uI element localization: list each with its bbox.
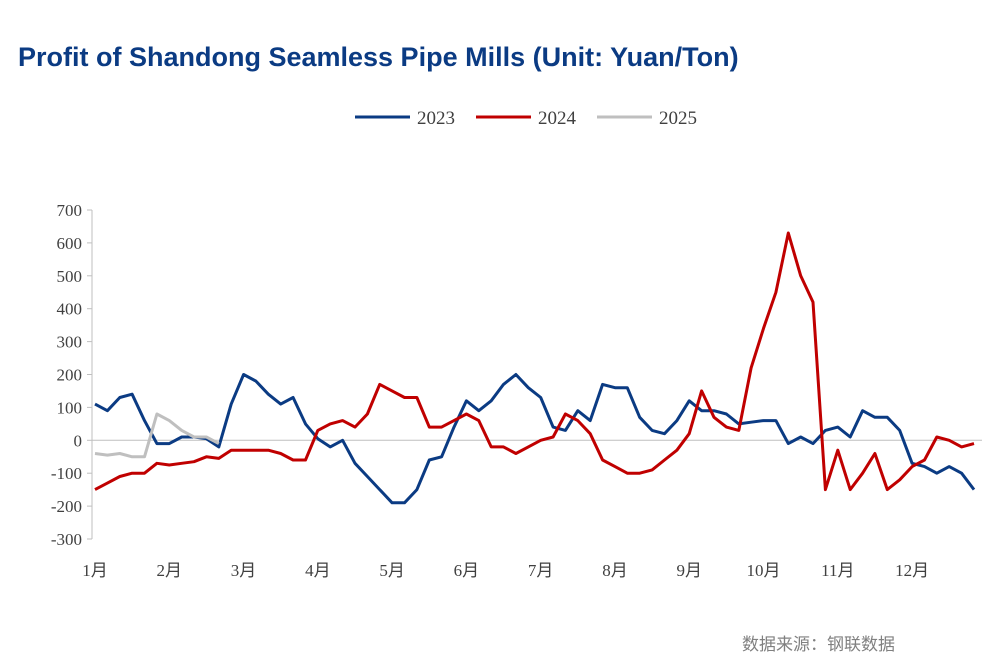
x-tick-label: 7月	[528, 561, 554, 580]
x-tick-label: 11月	[821, 561, 854, 580]
y-tick-label: 400	[57, 300, 83, 319]
x-tick-label: 4月	[305, 561, 331, 580]
x-tick-label: 2月	[157, 561, 183, 580]
y-tick-label: -200	[51, 497, 82, 516]
legend-label: 2024	[538, 108, 577, 129]
y-tick-label: 300	[57, 333, 83, 352]
x-tick-label: 1月	[82, 561, 108, 580]
x-tick-label: 5月	[379, 561, 405, 580]
y-tick-label: -300	[51, 530, 82, 549]
y-tick-label: 0	[74, 431, 83, 450]
line-series	[94, 373, 976, 505]
line-series	[94, 231, 975, 492]
x-tick-label: 10月	[747, 561, 781, 580]
y-tick-label: 600	[57, 234, 83, 253]
x-tick-label: 12月	[895, 561, 929, 580]
y-tick-label: 700	[57, 201, 83, 220]
x-tick-label: 6月	[454, 561, 480, 580]
legend-label: 2023	[417, 108, 455, 129]
chart-title: Profit of Shandong Seamless Pipe Mills (…	[18, 42, 739, 72]
legend: 2023 2024 2025	[355, 108, 697, 129]
y-tick-label: -100	[51, 464, 82, 483]
source: 数据来源：钢联数据	[742, 635, 895, 655]
y-tick-label: 500	[57, 267, 83, 286]
line-series	[94, 412, 220, 459]
x-tick-label: 3月	[231, 561, 257, 580]
legend-label: 2025	[659, 108, 697, 129]
y-tick-label: 100	[57, 398, 83, 417]
x-tick-label: 9月	[676, 561, 702, 580]
y-tick-label: 200	[57, 366, 83, 385]
x-tick-label: 8月	[602, 561, 628, 580]
